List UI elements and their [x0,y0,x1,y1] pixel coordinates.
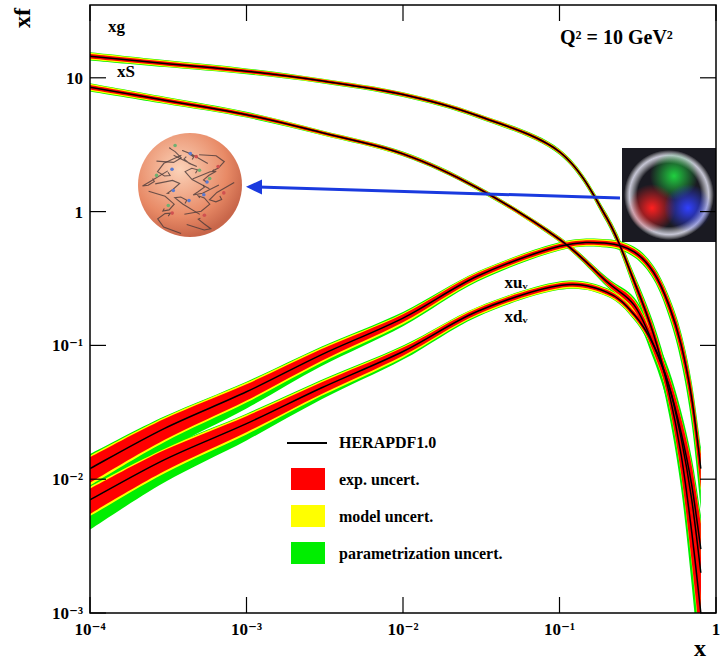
y-tick [700,612,716,613]
quark-dot [222,191,226,195]
arrowhead [246,180,262,195]
gluon [143,171,168,186]
curve-label: xuᵥ [505,273,529,292]
gluon [210,182,235,201]
legend-swatch [291,505,325,527]
legend-label: parametrization uncert. [339,545,503,563]
quark-picture [622,148,716,242]
y-tick [90,612,106,613]
gluon [193,171,217,181]
annotation: Q² = 10 GeV² [560,26,673,48]
central-line [90,285,701,573]
central-line [90,87,701,549]
proton [138,133,242,237]
x-tick-label: 10⁻³ [231,620,262,639]
quark-dot [170,167,174,171]
gluon [199,155,224,171]
curve-label: xdᵥ [505,307,529,326]
x-tick-label: 10⁻¹ [544,620,575,639]
quark-dot [167,204,171,208]
x-tick [246,597,247,613]
y-tick-label: 1 [75,203,84,222]
y-tick [700,77,716,78]
quark-dot [172,189,176,193]
y-axis-title: xf [9,7,35,28]
gluon [187,218,211,230]
axes: 10⁻⁴10⁻³10⁻²10⁻¹110⁻³10⁻²10⁻¹110 [52,5,720,639]
y-tick [90,77,106,78]
uncertainty-band [90,53,701,613]
legend-swatch [291,542,325,564]
x-tick [559,597,560,613]
legend: HERAPDF1.0 exp. uncert. model uncert. param… [287,434,503,564]
quark-dot [173,144,177,148]
background [0,0,727,662]
proton-picture [138,133,716,242]
gluon [158,155,182,176]
x-tick [715,5,716,21]
uncertainty-band [90,281,701,595]
x-tick [559,5,560,21]
y-tick [90,345,106,346]
blob [664,184,712,232]
uncertainty-band [90,84,701,600]
gluon [184,196,209,215]
gluon [158,213,181,233]
curve-label: xg [108,17,126,36]
ring [624,150,714,240]
gluon [175,197,200,214]
quark-dot [170,211,174,215]
gluon [155,180,180,193]
quark-dot [208,177,212,181]
quark-dot [155,174,159,178]
y-tick [700,345,716,346]
quark-dot [194,155,198,159]
legend-label: exp. uncert. [339,471,419,489]
y-tick [90,211,106,212]
plot-area [90,52,701,613]
quark-dot [216,165,220,169]
frame [90,5,716,613]
x-tick [402,597,403,613]
legend-label: HERAPDF1.0 [339,434,436,451]
gluon [149,191,175,211]
x-tick-label: 1 [712,620,721,639]
x-tick [402,5,403,21]
quark-dot [203,213,207,217]
quark-dot [198,168,202,172]
curve-label: xS [117,62,135,81]
y-tick [90,479,106,480]
y-tick-label: 10 [66,69,83,88]
legend-swatch [291,468,325,490]
legend-line [287,442,327,444]
x-tick-label: 10⁻² [387,620,418,639]
y-tick [700,479,716,480]
x-tick [89,5,90,21]
quark-dot [202,193,206,197]
uncertainty-band [90,281,701,613]
uncertainty-band [90,282,701,591]
y-tick-label: 10⁻³ [52,604,83,623]
arrow [258,187,620,198]
gluon [157,148,182,163]
x-axis-title: x [694,635,706,661]
quark-dot [189,152,193,156]
y-tick-label: 10⁻¹ [52,336,83,355]
gluon [174,155,197,166]
chart: 10⁻⁴10⁻³10⁻²10⁻¹110⁻³10⁻²10⁻¹110xxfQ² = … [0,0,727,662]
legend-label: model uncert. [339,508,433,525]
x-tick [89,597,90,613]
x-tick [715,597,716,613]
y-tick [700,211,716,212]
central-line [90,56,701,613]
y-tick-label: 10⁻² [52,470,83,489]
uncertainty-band [90,83,701,613]
uncertainty-band [90,54,701,613]
quark-dot [187,199,191,203]
uncertainty-band [90,85,701,596]
uncertainty-band [90,52,701,613]
x-tick [246,5,247,21]
quark-dot [205,180,209,184]
